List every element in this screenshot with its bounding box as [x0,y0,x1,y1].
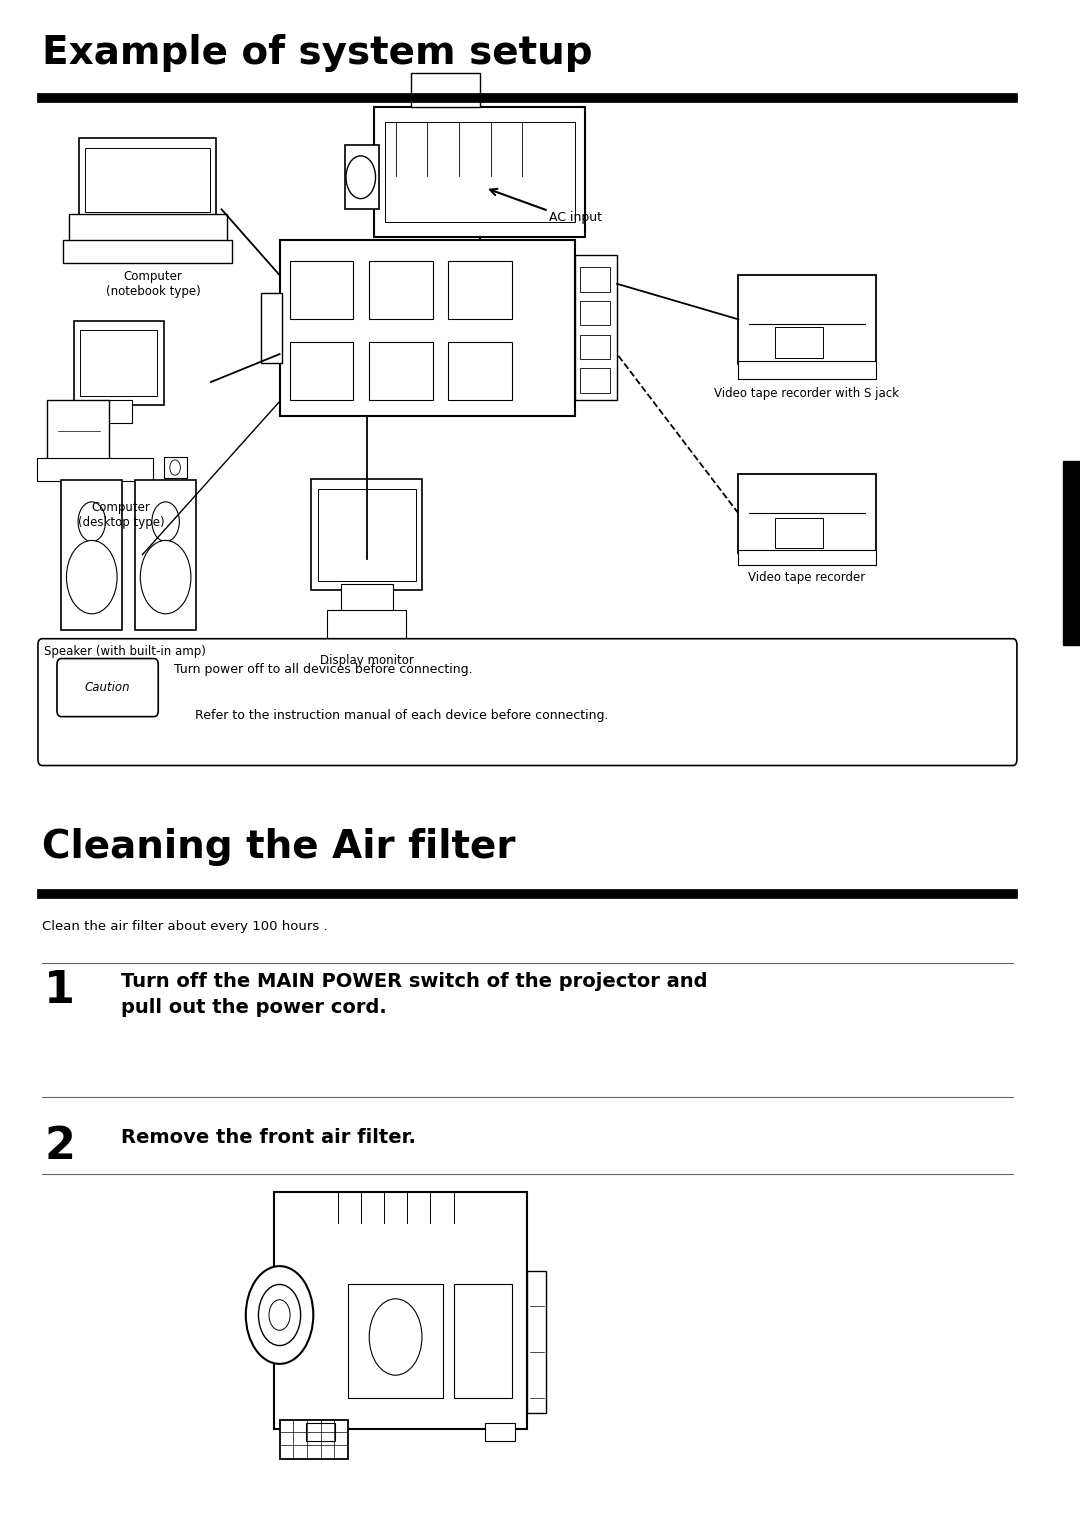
FancyBboxPatch shape [57,659,159,717]
Bar [575,255,617,400]
Bar [260,293,282,364]
Bar [135,480,197,630]
Bar [580,368,610,393]
Bar [318,489,416,581]
FancyBboxPatch shape [38,639,1017,766]
Bar [345,145,379,209]
Text: Remove the front air filter.: Remove the front air filter. [121,1128,416,1146]
Bar [73,321,163,405]
Bar [311,480,422,590]
Circle shape [258,1285,300,1346]
Bar [106,400,132,423]
Bar [37,458,153,481]
Bar [291,342,353,400]
Bar [580,335,610,359]
Text: Cleaning the Air filter: Cleaning the Air filter [42,828,515,866]
Bar [411,73,480,107]
Text: Refer to the instruction manual of each device before connecting.: Refer to the instruction manual of each … [195,709,609,723]
Bar [485,1423,515,1441]
Text: Example of system setup: Example of system setup [42,34,593,72]
Text: Turn power off to all devices before connecting.: Turn power off to all devices before con… [174,663,473,677]
Circle shape [246,1267,313,1365]
Text: AC input: AC input [549,211,602,225]
Bar [739,550,876,565]
Bar [280,240,575,416]
Text: Speaker (with built-in amp): Speaker (with built-in amp) [43,645,205,659]
Circle shape [170,460,180,475]
Bar [48,400,109,461]
Bar [327,610,406,639]
Bar [274,1192,527,1429]
Text: 2: 2 [44,1125,76,1167]
Bar [163,457,187,478]
Bar [386,122,575,222]
Bar [739,361,876,379]
Text: Video tape recorder: Video tape recorder [748,571,865,585]
Bar [369,261,432,319]
Bar [280,1420,348,1459]
Bar [80,330,158,396]
Bar [448,261,512,319]
Bar [739,474,876,553]
Bar [580,301,610,325]
Circle shape [140,541,191,614]
Bar [739,275,876,364]
Bar [68,214,227,244]
Circle shape [67,541,117,614]
Bar [527,1271,546,1413]
Bar [79,138,216,220]
Bar [306,1423,336,1441]
Bar [775,518,823,549]
Text: 1: 1 [44,969,76,1012]
Text: Turn off the MAIN POWER switch of the projector and
pull out the power cord.: Turn off the MAIN POWER switch of the pr… [121,972,707,1016]
Bar [375,107,585,237]
Circle shape [346,156,376,199]
Text: Clean the air filter about every 100 hours .: Clean the air filter about every 100 hou… [42,920,328,934]
Text: Computer
(notebook type): Computer (notebook type) [106,270,200,298]
Bar [62,480,122,630]
Circle shape [369,1299,422,1375]
Bar [454,1284,512,1398]
Bar [1064,461,1080,645]
Circle shape [78,501,106,541]
Text: Video tape recorder with S jack: Video tape recorder with S jack [715,387,900,400]
Bar [291,261,353,319]
Bar [775,327,823,359]
Bar [369,342,432,400]
Text: Display monitor: Display monitor [320,654,414,668]
Bar [448,342,512,400]
Circle shape [269,1300,291,1331]
Bar [348,1284,443,1398]
Circle shape [152,501,179,541]
Bar [64,240,232,263]
Bar [580,267,610,292]
Bar [85,148,210,212]
Text: Computer
(desktop type): Computer (desktop type) [78,501,164,529]
Bar [340,584,393,614]
Text: Caution: Caution [85,681,131,694]
